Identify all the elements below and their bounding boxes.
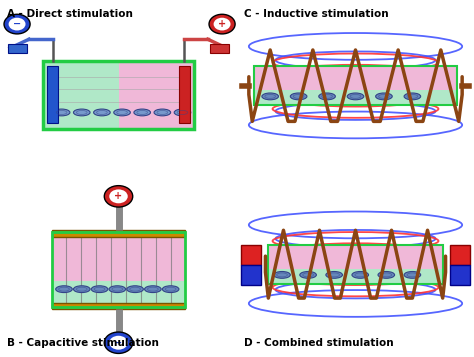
Ellipse shape [127, 286, 143, 293]
Bar [52, 232, 185, 281]
Ellipse shape [375, 93, 392, 100]
Bar [118, 61, 194, 129]
Ellipse shape [319, 93, 336, 100]
Bar [52, 232, 185, 307]
Circle shape [104, 186, 133, 207]
Text: −: − [114, 338, 123, 348]
Ellipse shape [290, 93, 307, 100]
Ellipse shape [300, 271, 317, 278]
Bar [450, 265, 470, 285]
Ellipse shape [347, 93, 364, 100]
Circle shape [9, 18, 26, 30]
Bar [268, 245, 443, 284]
Text: +: + [218, 19, 226, 29]
Ellipse shape [273, 271, 290, 278]
Ellipse shape [114, 109, 130, 116]
Ellipse shape [109, 286, 126, 293]
Ellipse shape [162, 286, 179, 293]
Circle shape [209, 14, 235, 34]
Circle shape [109, 336, 128, 350]
Bar [240, 265, 261, 285]
Bar [52, 303, 185, 309]
Bar [52, 230, 185, 236]
Ellipse shape [174, 109, 191, 116]
Bar [450, 246, 470, 265]
Bar [43, 61, 118, 129]
Ellipse shape [262, 93, 279, 100]
Circle shape [214, 18, 230, 30]
Bar [52, 281, 185, 307]
Ellipse shape [73, 109, 90, 116]
Ellipse shape [73, 286, 90, 293]
Bar [254, 90, 457, 105]
Text: D - Combined stimulation: D - Combined stimulation [244, 338, 394, 348]
Bar [240, 246, 261, 265]
Ellipse shape [94, 109, 110, 116]
Circle shape [4, 14, 30, 34]
Ellipse shape [404, 271, 421, 278]
Ellipse shape [54, 109, 70, 116]
Ellipse shape [154, 109, 171, 116]
Ellipse shape [91, 286, 108, 293]
Bar [210, 44, 229, 53]
Circle shape [104, 332, 133, 353]
Ellipse shape [326, 271, 343, 278]
Bar [254, 66, 457, 105]
Bar [8, 44, 27, 53]
Ellipse shape [352, 271, 369, 278]
Bar [47, 66, 58, 123]
Bar [254, 66, 457, 105]
Text: C - Inductive stimulation: C - Inductive stimulation [244, 9, 389, 19]
Bar [179, 66, 190, 123]
Ellipse shape [134, 109, 151, 116]
Ellipse shape [404, 93, 421, 100]
Ellipse shape [378, 271, 395, 278]
Text: −: − [13, 19, 21, 29]
Text: +: + [114, 191, 123, 201]
Ellipse shape [56, 286, 72, 293]
Bar [268, 269, 443, 284]
Circle shape [109, 189, 128, 203]
Bar [268, 245, 443, 284]
Text: A - Direct stimulation: A - Direct stimulation [7, 9, 133, 19]
Ellipse shape [145, 286, 161, 293]
Text: B - Capacitive stimulation: B - Capacitive stimulation [7, 338, 159, 348]
Bar [43, 61, 194, 129]
